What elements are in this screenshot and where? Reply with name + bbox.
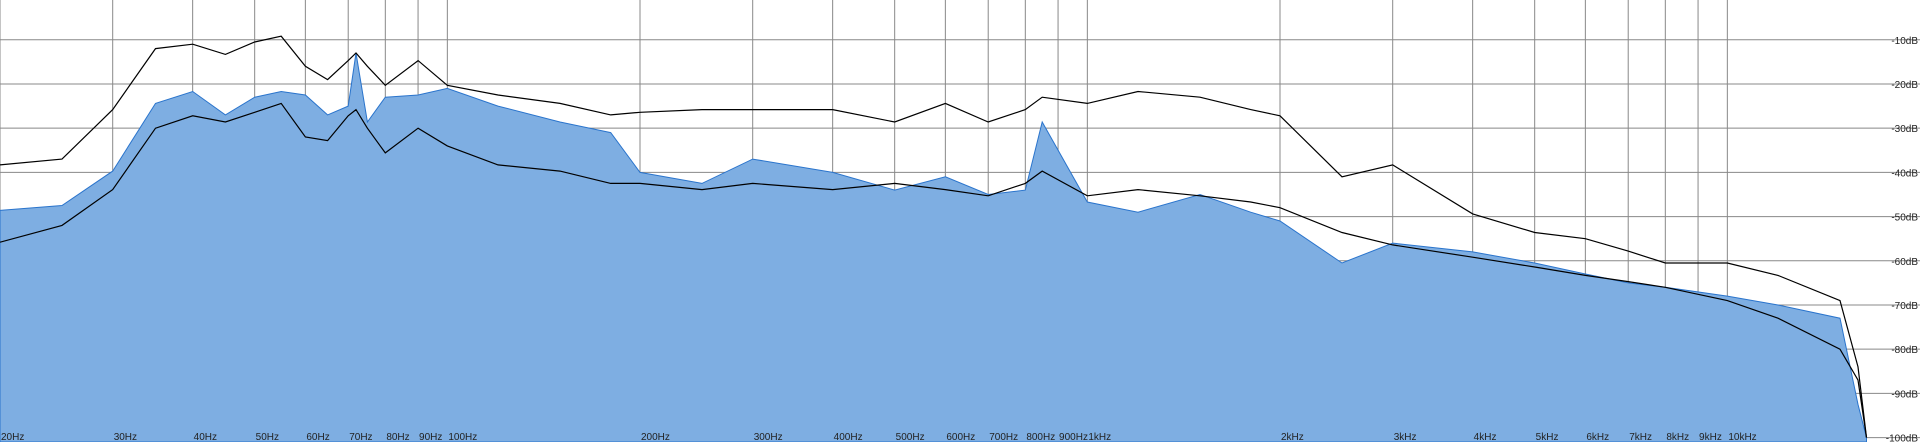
x-tick-label: 4kHz — [1474, 432, 1497, 442]
y-tick-label: -50dB — [1891, 213, 1918, 224]
spectrum-line — [0, 35, 1868, 438]
x-tick-label: 10kHz — [1728, 432, 1756, 442]
x-tick-label: 800Hz — [1026, 432, 1055, 442]
x-tick-label: 30Hz — [114, 432, 137, 442]
x-tick-label: 60Hz — [306, 432, 329, 442]
x-tick-label: 6kHz — [1586, 432, 1609, 442]
y-tick-label: -90dB — [1891, 389, 1918, 400]
y-tick-label: -40dB — [1891, 168, 1918, 179]
y-tick-label: -80dB — [1891, 345, 1918, 356]
x-tick-label: 7kHz — [1629, 432, 1652, 442]
x-tick-label: 100Hz — [448, 432, 477, 442]
x-tick-label: 500Hz — [896, 432, 925, 442]
x-tick-label: 5kHz — [1536, 432, 1559, 442]
x-tick-label: 300Hz — [754, 432, 783, 442]
x-tick-label: 2kHz — [1281, 432, 1304, 442]
x-tick-label: 1kHz — [1088, 432, 1111, 442]
x-tick-label: 200Hz — [641, 432, 670, 442]
y-tick-label: -10dB — [1891, 36, 1918, 47]
x-tick-label: 600Hz — [946, 432, 975, 442]
spectrum-area — [0, 52, 1867, 442]
x-tick-label: 70Hz — [349, 432, 372, 442]
x-tick-label: 50Hz — [256, 432, 279, 442]
spectrum-line — [0, 102, 1868, 438]
y-tick-label: -30dB — [1891, 124, 1918, 135]
y-tick-label: -60dB — [1891, 257, 1918, 268]
x-tick-label: 20Hz — [1, 432, 24, 442]
x-tick-label: 900Hz — [1059, 432, 1088, 442]
x-tick-label: 8kHz — [1666, 432, 1689, 442]
x-tick-label: 400Hz — [834, 432, 863, 442]
y-tick-label: -20dB — [1891, 80, 1918, 91]
x-tick-label: 3kHz — [1394, 432, 1417, 442]
y-tick-label: -100dB — [1886, 434, 1919, 442]
x-tick-label: 40Hz — [194, 432, 217, 442]
y-tick-label: -70dB — [1891, 301, 1918, 312]
x-tick-label: 90Hz — [419, 432, 442, 442]
x-tick-label: 700Hz — [989, 432, 1018, 442]
x-tick-label: 9kHz — [1699, 432, 1722, 442]
x-tick-label: 80Hz — [386, 432, 409, 442]
